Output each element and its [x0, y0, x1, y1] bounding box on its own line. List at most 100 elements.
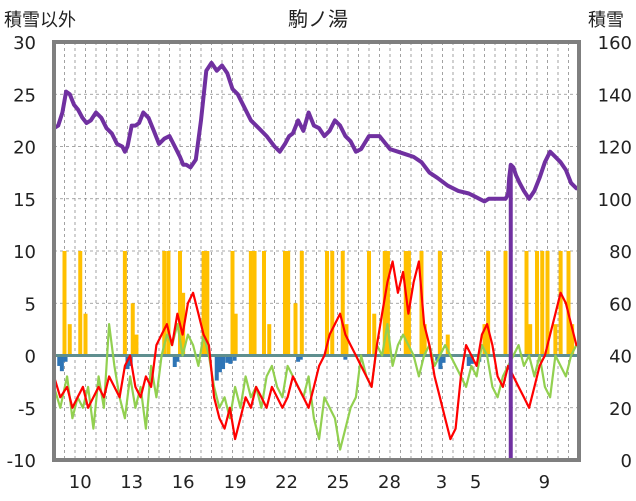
right-tick-label: 20	[609, 399, 632, 420]
precip-bar	[267, 324, 272, 356]
left-tick-label: 5	[25, 294, 36, 315]
left-tick-label: 25	[13, 85, 36, 106]
precip-bar	[344, 324, 349, 356]
series-snow-depth	[52, 60, 579, 204]
precip-bar	[286, 251, 291, 356]
x-tick-label: 22	[275, 472, 298, 493]
precip-bar	[262, 251, 266, 356]
left-tick-labels: 30 25 20 15 10 5 0 -5 -10	[7, 33, 36, 472]
precip-bar	[166, 251, 171, 356]
precip-bar	[524, 251, 529, 356]
negative-bar	[435, 355, 440, 361]
x-tick-label: 28	[378, 472, 401, 493]
negative-bar	[441, 355, 446, 363]
plot-frame	[52, 40, 581, 462]
precip-bar	[293, 303, 298, 356]
precip-bar	[535, 251, 539, 356]
negative-bar	[225, 355, 230, 363]
precip-bar	[445, 334, 450, 356]
precip-bar	[134, 334, 139, 356]
precip-bar	[503, 251, 508, 356]
precip-bar	[230, 251, 235, 356]
left-tick-label: -5	[18, 399, 36, 420]
precip-bar	[385, 251, 390, 356]
negative-bar	[221, 355, 226, 370]
right-tick-label: 100	[598, 190, 632, 211]
right-tick-label: 80	[609, 242, 632, 263]
right-tick-label: 60	[609, 294, 632, 315]
left-tick-label: 0	[25, 347, 36, 368]
precip-bar	[178, 251, 182, 356]
negative-bar	[214, 355, 219, 381]
left-tick-label: 30	[13, 33, 36, 54]
precip-bar	[181, 292, 186, 356]
negative-bar	[438, 355, 443, 370]
precip-bar	[545, 251, 550, 356]
negative-bar	[232, 355, 237, 361]
precip-bar	[437, 251, 442, 356]
right-tick-label: 140	[598, 85, 632, 106]
x-tick-label: 19	[224, 472, 247, 493]
series-temp-max	[52, 260, 578, 441]
precip-bar	[482, 324, 487, 356]
precip-bar	[340, 251, 345, 356]
series-temp-min	[52, 323, 578, 451]
left-tick-label: -10	[7, 451, 36, 472]
chart-title: 駒ノ湯	[288, 7, 348, 31]
negative-bar	[296, 355, 301, 362]
negative-bar	[59, 355, 64, 372]
precip-bar	[367, 251, 371, 356]
left-tick-label: 20	[13, 138, 36, 159]
precip-bar	[67, 324, 72, 356]
negative-bar	[343, 355, 348, 360]
precip-bar	[553, 324, 558, 356]
precip-bar	[325, 251, 329, 356]
precip-bar	[540, 251, 545, 356]
negative-bar	[175, 355, 180, 362]
negative-bar	[298, 355, 303, 360]
negative-bar	[217, 355, 222, 373]
negative-bar	[469, 355, 474, 364]
x-tick-label: 5	[470, 472, 481, 493]
right-tick-label: 40	[609, 347, 632, 368]
precip-bar	[486, 251, 491, 356]
precip-bar	[422, 324, 427, 356]
right-tick-label: 160	[598, 33, 632, 54]
right-tick-label: 0	[621, 451, 632, 472]
negative-bar	[228, 355, 233, 364]
left-tick-label: 15	[13, 190, 36, 211]
precip-bar	[372, 313, 377, 356]
negative-bar	[466, 355, 471, 366]
negative-bar	[63, 355, 68, 362]
precip-bar	[528, 324, 533, 356]
precip-bar	[566, 251, 571, 356]
negative-bar	[57, 355, 62, 366]
x-tick-label: 25	[327, 472, 350, 493]
precip-bar	[83, 313, 88, 356]
right-axis-title: 積雪	[588, 10, 624, 31]
right-tick-label: 120	[598, 138, 632, 159]
precip-bar	[248, 251, 253, 356]
precip-bar	[233, 313, 238, 356]
precip-bar	[252, 251, 257, 356]
precip-bar	[558, 251, 563, 356]
precip-bar	[403, 251, 408, 356]
x-tick-label: 10	[69, 472, 92, 493]
left-tick-label: 10	[13, 242, 36, 263]
negative-bar	[172, 355, 177, 367]
precip-bar	[205, 251, 210, 356]
precip-bar	[122, 251, 127, 356]
x-tick-label: 16	[172, 472, 195, 493]
precipitation-bars	[57, 251, 575, 381]
precip-bar	[201, 251, 206, 356]
precip-bar	[283, 251, 287, 356]
precip-bar	[570, 324, 575, 356]
x-tick-label: 3	[436, 472, 447, 493]
precip-bar	[62, 251, 67, 356]
x-tick-labels: 10 13 16 19 22 25 28 3 5 9	[69, 472, 550, 493]
precip-bar	[330, 251, 335, 356]
x-tick-label: 13	[120, 472, 143, 493]
precip-bar	[299, 251, 304, 356]
precip-bar	[406, 251, 411, 356]
